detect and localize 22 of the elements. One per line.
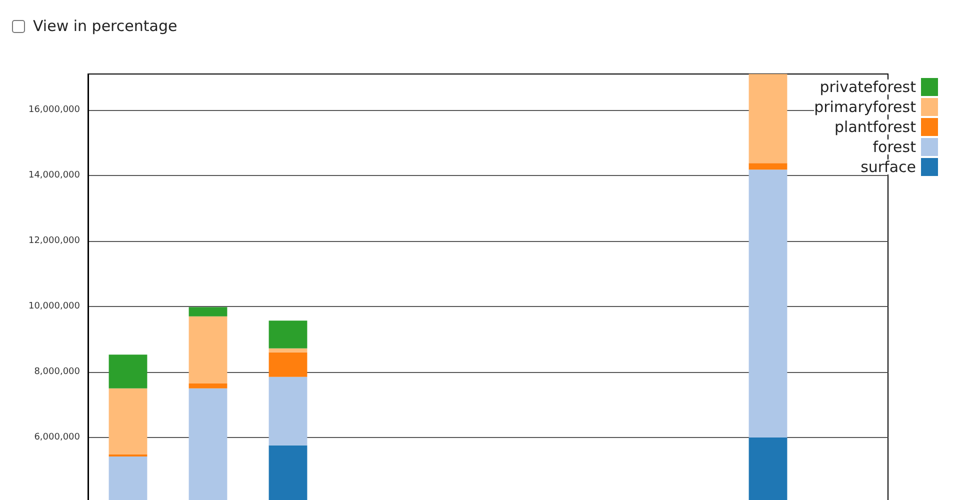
legend-label: primaryforest (814, 98, 916, 116)
legend-label: surface (860, 158, 916, 176)
y-tick-label: 12,000,000 (28, 236, 80, 246)
legend-label: privateforest (820, 78, 916, 96)
legend-label: forest (872, 138, 916, 156)
y-tick-label: 8,000,000 (34, 367, 80, 378)
bar (748, 74, 788, 164)
text: View in percentage (33, 17, 178, 35)
bar (188, 307, 228, 316)
y-tick-label: 10,000,000 (28, 302, 80, 312)
y-tick-label: 6,000,000 (34, 432, 80, 443)
bar (748, 163, 788, 170)
y-tick-label: 16,000,000 (28, 105, 80, 116)
bar (108, 388, 148, 455)
bar (188, 316, 228, 384)
legend-label: plantforest (834, 118, 916, 136)
bar (108, 354, 148, 388)
bar (268, 348, 308, 352)
bar (188, 383, 228, 388)
y-tick-label: 14,000,000 (28, 170, 80, 181)
bar (268, 320, 308, 348)
bar (268, 352, 308, 377)
